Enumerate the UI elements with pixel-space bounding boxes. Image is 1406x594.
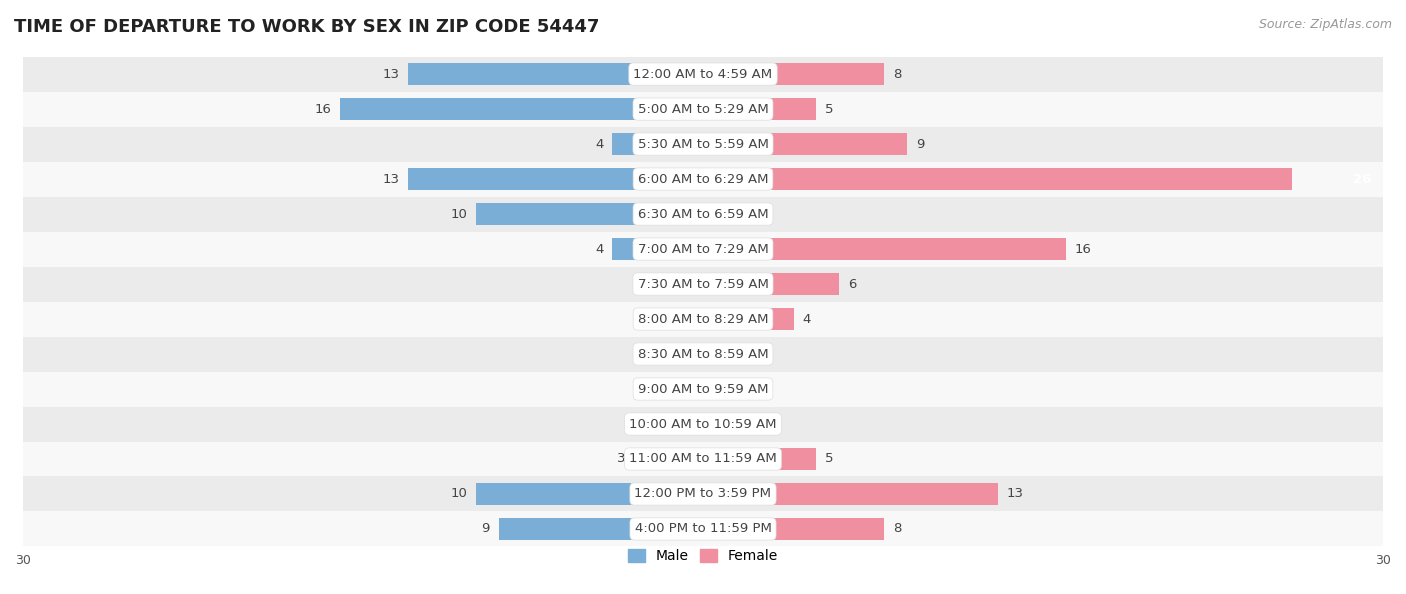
Bar	[703, 63, 884, 85]
Text: 13: 13	[1007, 488, 1024, 501]
Bar	[22, 162, 1384, 197]
Text: 1: 1	[735, 347, 744, 361]
Bar	[703, 308, 793, 330]
Text: 12:00 AM to 4:59 AM: 12:00 AM to 4:59 AM	[634, 68, 772, 81]
Bar	[703, 448, 817, 470]
Text: 2: 2	[640, 312, 648, 326]
Text: 5:00 AM to 5:29 AM: 5:00 AM to 5:29 AM	[638, 103, 768, 116]
Text: 11:00 AM to 11:59 AM: 11:00 AM to 11:59 AM	[628, 453, 778, 466]
Text: 7:00 AM to 7:29 AM: 7:00 AM to 7:29 AM	[638, 242, 768, 255]
Text: 9: 9	[917, 138, 925, 150]
Text: 8: 8	[893, 523, 901, 535]
Bar	[658, 308, 703, 330]
Text: 8: 8	[893, 68, 901, 81]
Bar	[703, 518, 884, 540]
Bar	[22, 337, 1384, 371]
Bar	[703, 273, 839, 295]
Text: 16: 16	[315, 103, 332, 116]
Bar	[499, 518, 703, 540]
Text: 4:00 PM to 11:59 PM: 4:00 PM to 11:59 PM	[634, 523, 772, 535]
Text: 8:30 AM to 8:59 AM: 8:30 AM to 8:59 AM	[638, 347, 768, 361]
Text: 5: 5	[825, 103, 834, 116]
Text: 9:00 AM to 9:59 AM: 9:00 AM to 9:59 AM	[638, 383, 768, 396]
Bar	[22, 371, 1384, 406]
Bar	[477, 203, 703, 225]
Text: 10:00 AM to 10:59 AM: 10:00 AM to 10:59 AM	[630, 418, 776, 431]
Bar	[408, 168, 703, 190]
Bar	[340, 98, 703, 120]
Bar	[703, 343, 725, 365]
Bar	[22, 511, 1384, 546]
Text: 4: 4	[595, 242, 603, 255]
Bar	[613, 238, 703, 260]
Text: 4: 4	[803, 312, 811, 326]
Bar	[22, 406, 1384, 441]
Text: 5: 5	[825, 453, 834, 466]
Legend: Male, Female: Male, Female	[623, 544, 783, 569]
Text: 13: 13	[382, 68, 399, 81]
Text: 9: 9	[481, 523, 489, 535]
Bar	[703, 133, 907, 155]
Text: 3: 3	[617, 453, 626, 466]
Text: TIME OF DEPARTURE TO WORK BY SEX IN ZIP CODE 54447: TIME OF DEPARTURE TO WORK BY SEX IN ZIP …	[14, 18, 599, 36]
Text: 6: 6	[848, 277, 856, 290]
Bar	[703, 203, 725, 225]
Text: 0: 0	[686, 383, 695, 396]
Text: 6:00 AM to 6:29 AM: 6:00 AM to 6:29 AM	[638, 172, 768, 185]
Bar	[703, 483, 998, 505]
Bar	[477, 483, 703, 505]
Bar	[22, 91, 1384, 127]
Bar	[658, 273, 703, 295]
Bar	[22, 441, 1384, 476]
Text: 2: 2	[640, 418, 648, 431]
Bar	[703, 98, 817, 120]
Text: 2: 2	[640, 277, 648, 290]
Text: 6:30 AM to 6:59 AM: 6:30 AM to 6:59 AM	[638, 207, 768, 220]
Bar	[703, 168, 1292, 190]
Bar	[22, 302, 1384, 337]
Text: 12:00 PM to 3:59 PM: 12:00 PM to 3:59 PM	[634, 488, 772, 501]
Text: 7:30 AM to 7:59 AM: 7:30 AM to 7:59 AM	[637, 277, 769, 290]
Bar	[22, 197, 1384, 232]
Bar	[613, 133, 703, 155]
Bar	[22, 127, 1384, 162]
Text: 10: 10	[450, 488, 467, 501]
Bar	[22, 56, 1384, 91]
Bar	[22, 267, 1384, 302]
Text: 13: 13	[382, 172, 399, 185]
Bar	[408, 63, 703, 85]
Text: 26: 26	[1354, 172, 1372, 185]
Text: 0: 0	[711, 383, 720, 396]
Bar	[636, 448, 703, 470]
Bar	[658, 413, 703, 435]
Text: 16: 16	[1074, 242, 1091, 255]
Text: 4: 4	[595, 138, 603, 150]
Text: 1: 1	[735, 207, 744, 220]
Bar	[22, 232, 1384, 267]
Text: 5:30 AM to 5:59 AM: 5:30 AM to 5:59 AM	[637, 138, 769, 150]
Bar	[22, 476, 1384, 511]
Text: 0: 0	[711, 418, 720, 431]
Text: 10: 10	[450, 207, 467, 220]
Text: 0: 0	[686, 347, 695, 361]
Text: 8:00 AM to 8:29 AM: 8:00 AM to 8:29 AM	[638, 312, 768, 326]
Bar	[703, 238, 1066, 260]
Text: Source: ZipAtlas.com: Source: ZipAtlas.com	[1258, 18, 1392, 31]
